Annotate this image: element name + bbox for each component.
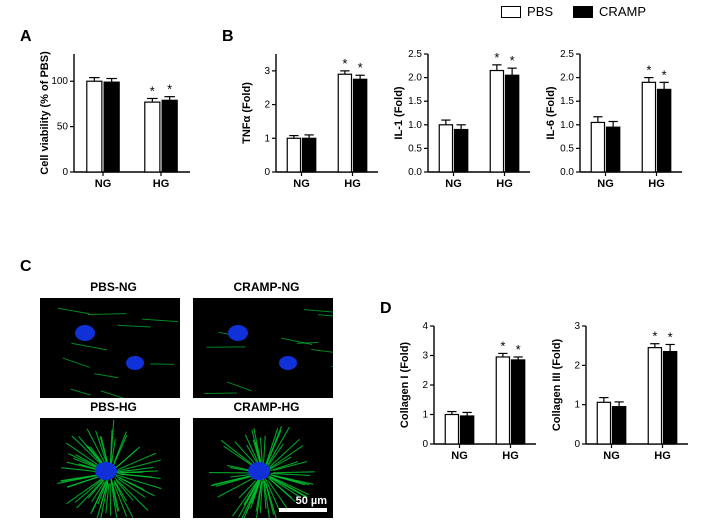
svg-text:*: *	[494, 50, 499, 65]
panel-label-d: D	[380, 300, 392, 318]
svg-text:Cell viability (% of PBS): Cell viability (% of PBS)	[39, 51, 51, 175]
svg-text:2.0: 2.0	[560, 73, 574, 84]
svg-text:*: *	[646, 63, 651, 78]
svg-text:3: 3	[264, 66, 270, 77]
micro-label-pbs-ng: PBS-NG	[40, 280, 187, 296]
svg-text:IL-1 (Fold): IL-1 (Fold)	[393, 86, 405, 139]
svg-text:0.5: 0.5	[560, 143, 574, 154]
svg-text:HG: HG	[648, 178, 665, 190]
microscopy-panel: PBS-NG CRAMP-NG PBS-HG CRAMP-HG 50 µm	[40, 280, 340, 518]
svg-text:NG: NG	[451, 450, 468, 462]
scalebar-line	[279, 508, 327, 512]
svg-text:1: 1	[574, 400, 580, 411]
svg-text:2: 2	[574, 360, 580, 371]
panel-label-b: B	[222, 28, 234, 46]
svg-text:NG: NG	[293, 178, 310, 190]
svg-text:IL-6 (Fold): IL-6 (Fold)	[545, 86, 557, 139]
micro-label-pbs-hg: PBS-HG	[40, 400, 187, 416]
micro-image-cramp-hg: 50 µm	[193, 418, 333, 518]
svg-text:0: 0	[422, 439, 428, 450]
chart-collagen-i: 0 1 2 3 4 Collagen I (Fold) NG HG * *	[396, 310, 542, 470]
svg-text:HG: HG	[502, 450, 519, 462]
scalebar-label: 50 µm	[296, 495, 327, 507]
panel-label-a: A	[20, 28, 32, 46]
svg-text:Collagen I (Fold): Collagen I (Fold)	[399, 342, 411, 428]
svg-text:1.5: 1.5	[408, 96, 422, 107]
svg-text:2: 2	[264, 100, 270, 111]
svg-text:Collagen III (Fold): Collagen III (Fold)	[551, 339, 563, 432]
legend-label-pbs: PBS	[527, 4, 553, 19]
legend-item-cramp: CRAMP	[573, 4, 646, 19]
svg-text:*: *	[342, 56, 347, 71]
chart-il1: 0.0 0.5 1.0 1.5 2.0 2.5 IL-1 (Fold) NG HG * *	[390, 38, 536, 198]
svg-text:2: 2	[422, 380, 428, 391]
chart-il6: 0.0 0.5 1.0 1.5 2.0 2.5 IL-6 (Fold) NG HG * *	[542, 38, 688, 198]
svg-text:HG: HG	[153, 178, 170, 190]
svg-text:0.5: 0.5	[408, 143, 422, 154]
chart-tnfa: 0 1 2 3 TNFα (Fold) NG HG * *	[238, 38, 384, 198]
svg-text:50: 50	[57, 122, 69, 133]
svg-text:NG: NG	[597, 178, 614, 190]
svg-text:2.0: 2.0	[408, 73, 422, 84]
svg-text:1: 1	[264, 133, 270, 144]
svg-text:4: 4	[422, 321, 428, 332]
svg-text:NG: NG	[445, 178, 462, 190]
legend-item-pbs: PBS	[501, 4, 553, 19]
svg-text:2.5: 2.5	[408, 49, 422, 60]
micro-label-cramp-hg: CRAMP-HG	[193, 400, 340, 416]
panel-label-c: C	[20, 258, 32, 276]
svg-text:TNFα (Fold): TNFα (Fold)	[241, 82, 253, 144]
svg-text:0.0: 0.0	[408, 167, 422, 178]
svg-text:*: *	[652, 329, 657, 344]
svg-text:2.5: 2.5	[560, 49, 574, 60]
chart-collagen-iii: 0 1 2 3 Collagen III (Fold) NG HG * *	[548, 310, 694, 470]
svg-text:1.0: 1.0	[408, 120, 422, 131]
micro-image-pbs-hg	[40, 418, 180, 518]
svg-text:1: 1	[422, 410, 428, 421]
svg-text:*: *	[510, 53, 515, 68]
chart-cell-viability: 0 50 100Cell viability (% of PBS) NG HG * *	[36, 38, 196, 198]
svg-text:NG: NG	[603, 450, 620, 462]
svg-text:0: 0	[264, 167, 270, 178]
svg-text:*: *	[662, 67, 667, 82]
svg-text:1.0: 1.0	[560, 120, 574, 131]
svg-text:HG: HG	[344, 178, 361, 190]
svg-text:0: 0	[574, 439, 580, 450]
svg-text:0: 0	[62, 167, 68, 178]
legend: PBS CRAMP	[501, 4, 646, 19]
svg-text:*: *	[167, 82, 172, 97]
micro-image-cramp-ng	[193, 298, 333, 398]
micro-image-pbs-ng	[40, 298, 180, 398]
svg-text:3: 3	[574, 321, 580, 332]
svg-text:HG: HG	[496, 178, 513, 190]
legend-label-cramp: CRAMP	[599, 4, 646, 19]
svg-text:*: *	[358, 60, 363, 75]
svg-text:*: *	[516, 342, 521, 357]
svg-text:1.5: 1.5	[560, 96, 574, 107]
legend-swatch-cramp	[573, 6, 593, 18]
scalebar: 50 µm	[279, 495, 327, 512]
svg-text:NG: NG	[95, 178, 112, 190]
svg-text:*: *	[500, 338, 505, 353]
svg-text:*: *	[668, 329, 673, 344]
svg-text:*: *	[150, 83, 155, 98]
svg-text:100: 100	[51, 76, 68, 87]
legend-swatch-pbs	[501, 6, 521, 18]
micro-label-cramp-ng: CRAMP-NG	[193, 280, 340, 296]
svg-text:0.0: 0.0	[560, 167, 574, 178]
svg-text:3: 3	[422, 351, 428, 362]
svg-text:HG: HG	[654, 450, 671, 462]
